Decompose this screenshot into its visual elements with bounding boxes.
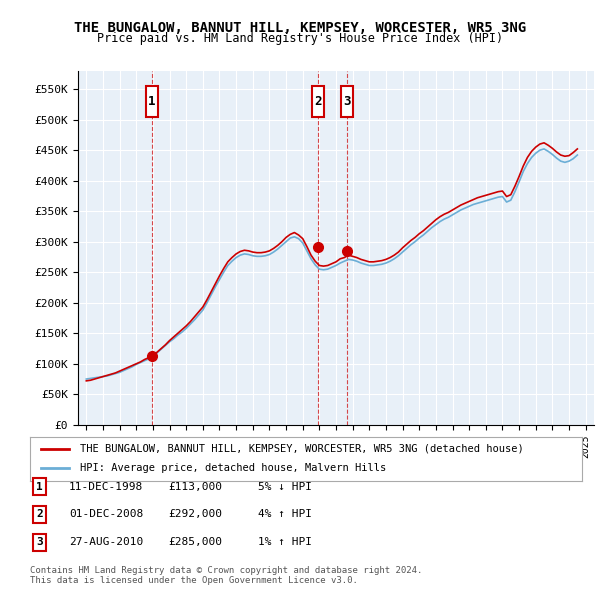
- Text: 1: 1: [36, 482, 43, 491]
- Text: THE BUNGALOW, BANNUT HILL, KEMPSEY, WORCESTER, WR5 3NG (detached house): THE BUNGALOW, BANNUT HILL, KEMPSEY, WORC…: [80, 444, 523, 454]
- Text: Price paid vs. HM Land Registry's House Price Index (HPI): Price paid vs. HM Land Registry's House …: [97, 32, 503, 45]
- Text: £113,000: £113,000: [168, 482, 222, 491]
- Text: 01-DEC-2008: 01-DEC-2008: [69, 510, 143, 519]
- Text: This data is licensed under the Open Government Licence v3.0.: This data is licensed under the Open Gov…: [30, 576, 358, 585]
- Text: £285,000: £285,000: [168, 537, 222, 547]
- Text: HPI: Average price, detached house, Malvern Hills: HPI: Average price, detached house, Malv…: [80, 464, 386, 473]
- Text: 3: 3: [36, 537, 43, 547]
- Text: 27-AUG-2010: 27-AUG-2010: [69, 537, 143, 547]
- Text: THE BUNGALOW, BANNUT HILL, KEMPSEY, WORCESTER, WR5 3NG: THE BUNGALOW, BANNUT HILL, KEMPSEY, WORC…: [74, 21, 526, 35]
- Text: 5% ↓ HPI: 5% ↓ HPI: [258, 482, 312, 491]
- Text: £292,000: £292,000: [168, 510, 222, 519]
- Text: Contains HM Land Registry data © Crown copyright and database right 2024.: Contains HM Land Registry data © Crown c…: [30, 566, 422, 575]
- FancyBboxPatch shape: [341, 86, 353, 117]
- Text: 4% ↑ HPI: 4% ↑ HPI: [258, 510, 312, 519]
- Text: 2: 2: [36, 510, 43, 519]
- Text: 3: 3: [343, 95, 350, 108]
- FancyBboxPatch shape: [146, 86, 158, 117]
- Text: 11-DEC-1998: 11-DEC-1998: [69, 482, 143, 491]
- Text: 1% ↑ HPI: 1% ↑ HPI: [258, 537, 312, 547]
- Text: 1: 1: [148, 95, 155, 108]
- FancyBboxPatch shape: [312, 86, 324, 117]
- Text: 2: 2: [314, 95, 322, 108]
